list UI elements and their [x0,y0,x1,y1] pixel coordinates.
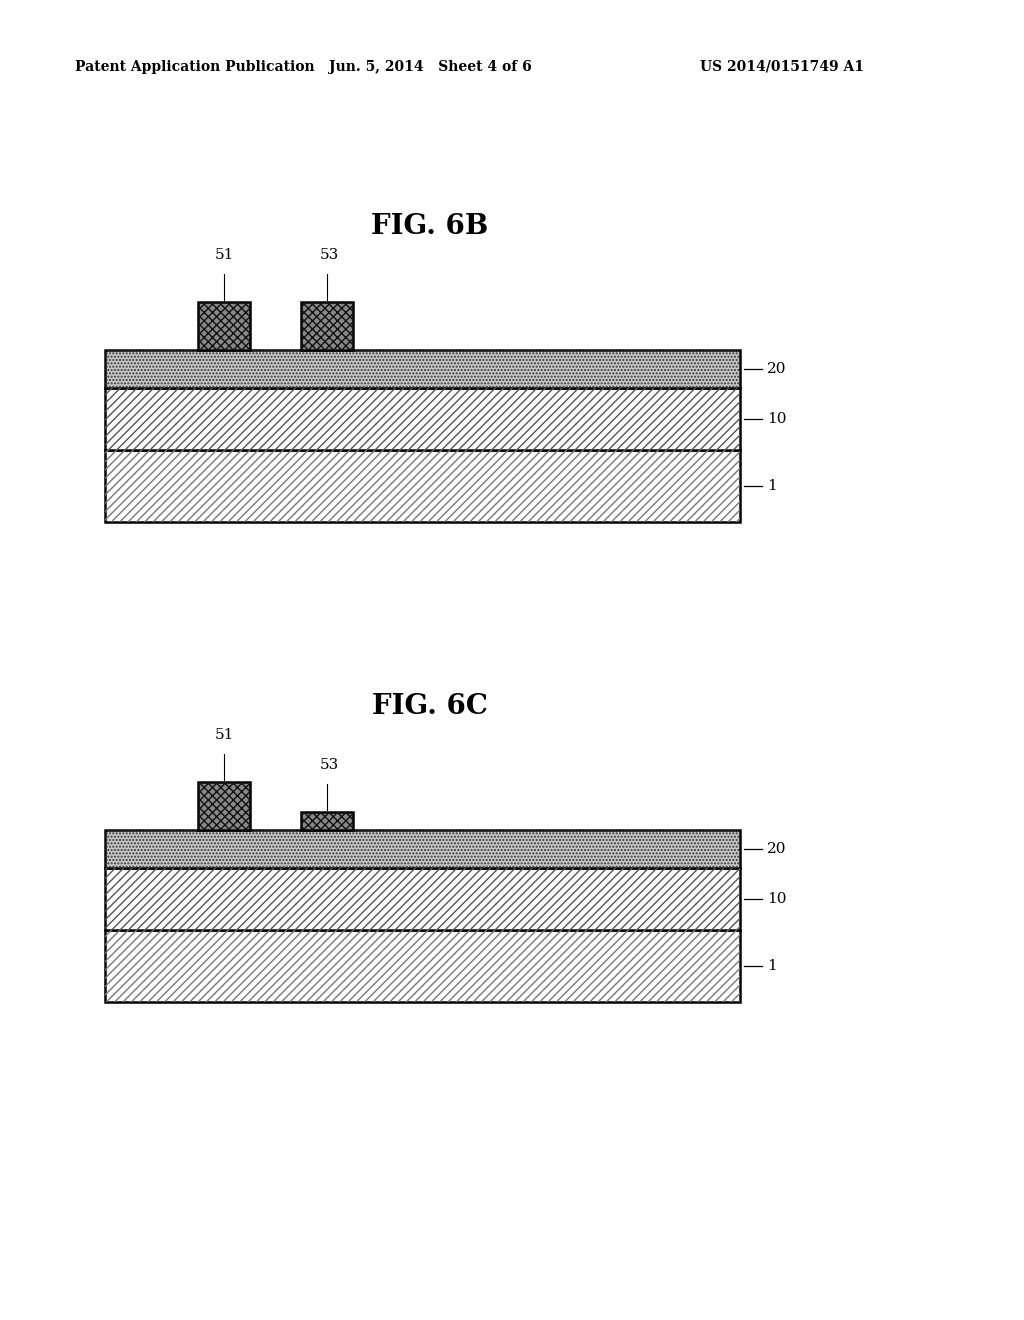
Text: 53: 53 [319,248,339,261]
Text: 20: 20 [767,842,786,855]
Bar [301,302,353,350]
Bar [301,302,353,350]
Text: 20: 20 [767,362,786,376]
Bar [105,931,740,1002]
Bar [105,450,740,521]
Text: US 2014/0151749 A1: US 2014/0151749 A1 [700,59,864,74]
Bar [105,450,740,521]
Bar [198,781,250,830]
Bar [198,302,250,350]
Bar [198,302,250,350]
Text: FIG. 6B: FIG. 6B [372,214,488,240]
Bar [301,812,353,830]
Bar [105,869,740,931]
Bar [105,350,740,388]
Text: Patent Application Publication: Patent Application Publication [75,59,314,74]
Bar [198,781,250,830]
Bar [105,931,740,1002]
Text: 10: 10 [767,412,786,426]
Bar [105,388,740,450]
Bar [105,350,740,388]
Bar [105,388,740,450]
Text: 51: 51 [214,248,233,261]
Text: 51: 51 [214,729,233,742]
Bar [301,812,353,830]
Text: 1: 1 [767,960,777,973]
Text: 10: 10 [767,892,786,906]
Bar [105,830,740,869]
Bar [105,869,740,931]
Text: FIG. 6C: FIG. 6C [372,693,488,721]
Text: 53: 53 [319,758,339,772]
Bar [105,830,740,869]
Text: 1: 1 [767,479,777,492]
Text: Jun. 5, 2014   Sheet 4 of 6: Jun. 5, 2014 Sheet 4 of 6 [329,59,531,74]
